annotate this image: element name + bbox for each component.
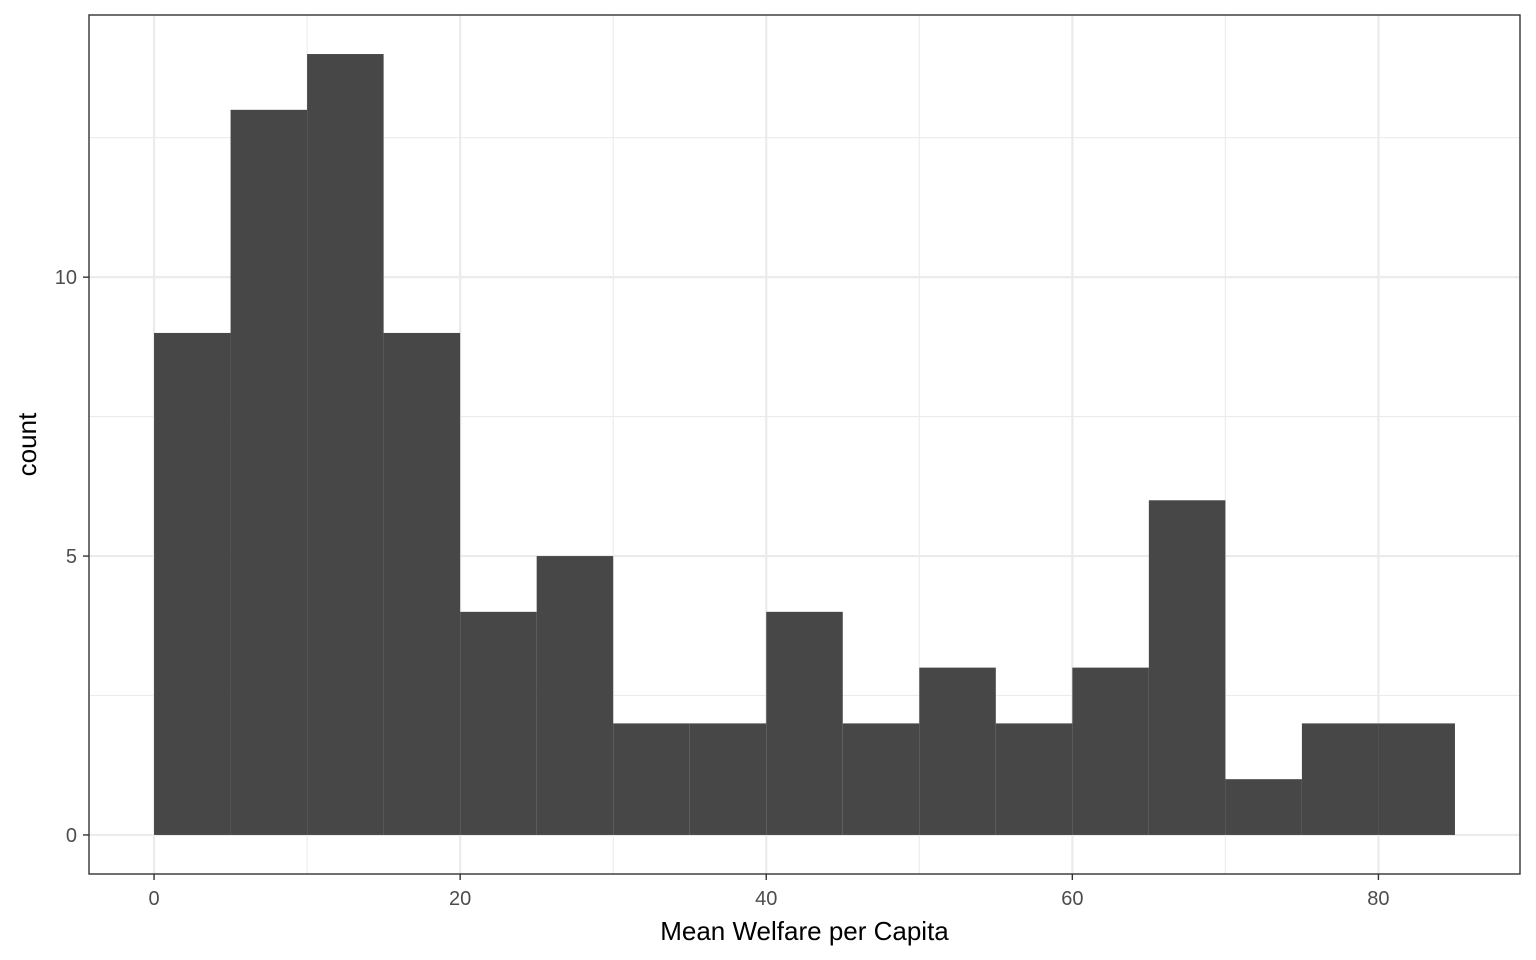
histogram-bar-3 bbox=[383, 332, 461, 835]
x-tick-label: 20 bbox=[449, 888, 471, 910]
histogram-bar-14 bbox=[1225, 779, 1302, 835]
histogram-bar-10 bbox=[919, 667, 996, 835]
histogram-bar-9 bbox=[842, 723, 920, 835]
histogram-bar-8 bbox=[766, 611, 843, 835]
x-tick-label: 0 bbox=[148, 888, 159, 910]
histogram-bar-5 bbox=[536, 556, 614, 835]
y-tick-label: 5 bbox=[66, 546, 77, 568]
histogram-bar-13 bbox=[1148, 500, 1226, 835]
x-tick-label: 60 bbox=[1061, 888, 1083, 910]
histogram-bar-15 bbox=[1301, 723, 1379, 835]
histogram-bar-4 bbox=[460, 611, 537, 835]
x-axis-title: Mean Welfare per Capita bbox=[660, 916, 949, 946]
x-tick-label: 40 bbox=[755, 888, 777, 910]
histogram-bar-7 bbox=[689, 723, 767, 835]
histogram-bar-12 bbox=[1072, 667, 1149, 835]
y-tick-label: 10 bbox=[55, 267, 77, 289]
y-tick-label: 0 bbox=[66, 825, 77, 847]
histogram-bar-11 bbox=[995, 723, 1073, 835]
histogram-bar-6 bbox=[613, 723, 690, 835]
histogram-bar-2 bbox=[307, 54, 384, 835]
ticks-layer: 0 20 40 60 80 0 5 10 bbox=[55, 267, 1390, 910]
histogram-bar-0 bbox=[154, 332, 231, 835]
panel-border bbox=[88, 14, 1521, 875]
histogram-bar-1 bbox=[230, 109, 308, 835]
bars-layer bbox=[154, 54, 1455, 835]
x-tick-label: 80 bbox=[1367, 888, 1389, 910]
histogram-bar-16 bbox=[1378, 723, 1455, 835]
y-axis-title: count bbox=[12, 412, 42, 476]
